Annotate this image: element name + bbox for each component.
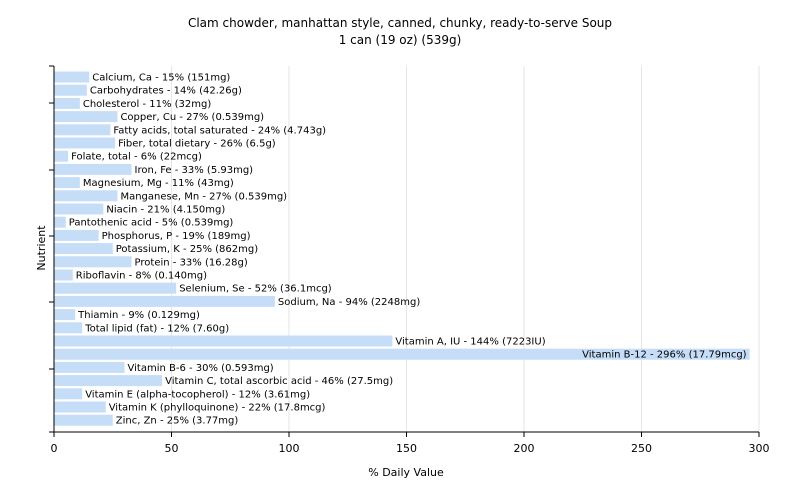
- bar: [54, 335, 393, 347]
- bar-label: Manganese, Mn - 27% (0.539mg): [120, 191, 287, 202]
- bar: [54, 177, 80, 189]
- chart-title-block: Clam chowder, manhattan style, canned, c…: [0, 15, 800, 49]
- bar: [54, 163, 132, 175]
- bar-label: Vitamin C, total ascorbic acid - 46% (27…: [165, 376, 393, 387]
- bar-label: Vitamin E (alpha-tocopherol) - 12% (3.61…: [85, 389, 310, 400]
- bar-label: Copper, Cu - 27% (0.539mg): [120, 112, 264, 123]
- x-tick-label: 300: [749, 442, 770, 455]
- bar-label: Folate, total - 6% (22mcg): [71, 152, 202, 163]
- bar-label: Magnesium, Mg - 11% (43mg): [83, 178, 234, 189]
- bar-label: Zinc, Zn - 25% (3.77mg): [116, 416, 239, 427]
- grid-lines: [171, 66, 760, 432]
- x-tick-label: 250: [631, 442, 652, 455]
- bar-label: Thiamin - 9% (0.129mg): [77, 310, 200, 321]
- bar: [54, 375, 163, 387]
- bar: [54, 243, 113, 255]
- bar-label: Calcium, Ca - 15% (151mg): [92, 73, 230, 84]
- bar-label: Potassium, K - 25% (862mg): [116, 244, 258, 255]
- x-tick-label: 100: [279, 442, 300, 455]
- bar-label: Vitamin B-6 - 30% (0.593mg): [128, 363, 274, 374]
- bar: [54, 111, 118, 123]
- bar-label: Cholesterol - 11% (32mg): [83, 99, 212, 110]
- x-axis-title: % Daily Value: [368, 466, 444, 479]
- bar: [54, 256, 132, 268]
- bar: [54, 137, 116, 149]
- bar-label: Iron, Fe - 33% (5.93mg): [135, 165, 254, 176]
- bar: [54, 229, 99, 241]
- bar-label: Total lipid (fat) - 12% (7.60g): [84, 323, 229, 334]
- bar-label: Vitamin A, IU - 144% (7223IU): [395, 337, 545, 348]
- bar: [54, 124, 111, 136]
- x-tick-label: 0: [51, 442, 58, 455]
- bar: [54, 348, 750, 360]
- bar-label: Fatty acids, total saturated - 24% (4.74…: [113, 125, 326, 136]
- bar-label: Pantothenic acid - 5% (0.539mg): [69, 218, 234, 229]
- chart-title: Clam chowder, manhattan style, canned, c…: [187, 16, 613, 30]
- x-tick-label: 50: [165, 442, 179, 455]
- bar-label: Sodium, Na - 94% (2248mg): [278, 297, 420, 308]
- bar: [54, 97, 80, 109]
- bar: [54, 309, 76, 321]
- bar: [54, 322, 83, 334]
- bar: [54, 269, 73, 281]
- bar: [54, 216, 66, 228]
- y-axis-title: Nutrient: [35, 225, 48, 271]
- bar: [54, 190, 118, 202]
- bar-label: Protein - 33% (16.28g): [135, 257, 248, 268]
- bar: [54, 401, 106, 413]
- bar-label: Riboflavin - 8% (0.140mg): [76, 271, 207, 282]
- bar: [54, 84, 87, 96]
- bar: [54, 203, 104, 215]
- x-tick-label: 150: [396, 442, 417, 455]
- bar: [54, 388, 83, 400]
- bar: [54, 414, 113, 426]
- bars-group: Calcium, Ca - 15% (151mg) Carbohydrates -…: [54, 71, 750, 427]
- bar-label: Carbohydrates - 14% (42.26g): [90, 86, 242, 97]
- bar-label: Vitamin K (phylloquinone) - 22% (17.8mcg…: [109, 403, 326, 414]
- bar: [54, 295, 275, 307]
- bar-label: Vitamin B-12 - 296% (17.79mcg): [582, 350, 747, 361]
- bar-label: Phosphorus, P - 19% (189mg): [102, 231, 251, 242]
- chart-subtitle: 1 can (19 oz) (539g): [338, 33, 462, 47]
- bar: [54, 150, 69, 162]
- bar: [54, 71, 90, 83]
- axes-group: 0 50 100 150 200 250 300: [49, 65, 770, 455]
- bar-label: Fiber, total dietary - 26% (6.5g): [118, 139, 276, 150]
- x-tick-label: 200: [514, 442, 535, 455]
- bar: [54, 282, 177, 294]
- bar: [54, 361, 125, 373]
- bar-label: Selenium, Se - 52% (36.1mcg): [179, 284, 332, 295]
- bar-label: Niacin - 21% (4.150mg): [106, 205, 225, 216]
